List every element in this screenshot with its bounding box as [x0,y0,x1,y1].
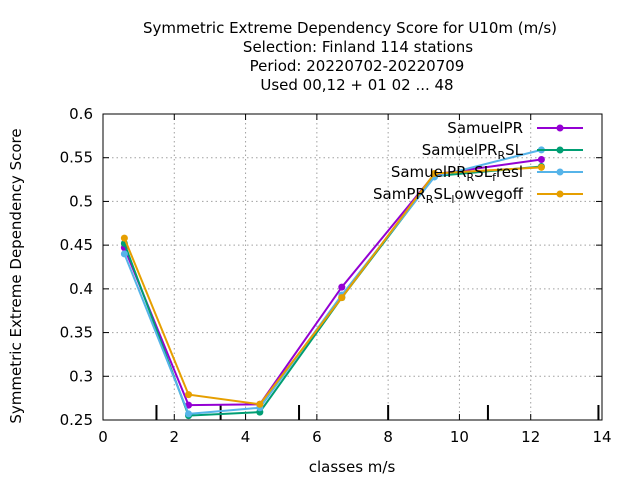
series-group [120,146,545,420]
legend: SamuelPRSamuelPRRSLSamuelPRRSLfreslSamPR… [373,119,583,206]
data-point [185,391,193,399]
series-4 [120,163,545,408]
title-line-2: Selection: Finland 114 stations [243,38,473,56]
title-line-4: Used 00,12 + 01 02 ... 48 [260,76,453,94]
data-point [120,234,128,242]
data-point [537,163,545,171]
x-tick-label: 12 [521,428,540,446]
legend-text: SamuelPR [447,119,523,137]
legend-subscript: R [467,171,475,184]
series-line [123,165,542,417]
legend-text: SamuelPR [391,163,467,181]
y-tick-label: 0.45 [60,236,93,254]
legend-swatch-marker [556,146,564,154]
legend-swatch-marker [556,190,564,198]
legend-text: resl [496,163,523,181]
legend-swatch-marker [556,168,564,176]
chart-title: Symmetric Extreme Dependency Score for U… [143,19,557,94]
x-axis-ticks: 0 2 4 6 8 10 12 14 [98,114,612,446]
data-point [338,283,346,291]
legend-text: SamuelPR [422,141,498,159]
data-point [537,155,545,163]
y-tick-label: 0.25 [60,411,93,429]
y-tick-label: 0.4 [69,280,93,298]
x-tick-label: 4 [241,428,251,446]
y-tick-label: 0.5 [69,192,93,210]
y-tick-label: 0.35 [60,324,93,342]
data-point [256,400,264,408]
plot-frame [102,113,603,421]
legend-swatch-marker [556,124,564,132]
y-tick-label: 0.55 [60,149,93,167]
series-line [123,166,542,406]
x-tick-label: 14 [592,428,611,446]
x-tick-label: 8 [383,428,393,446]
data-point [430,169,438,177]
legend-label-3: SamuelPRRSLfresl [391,163,523,184]
legend-subscript: l [451,193,454,206]
legend-subscript: f [492,171,497,184]
y-axis-ticks: 0.25 0.3 0.35 0.4 0.45 0.5 0.55 0.6 [60,105,602,429]
legend-text: SL [433,185,452,203]
title-line-1: Symmetric Extreme Dependency Score for U… [143,19,557,37]
data-point [338,294,346,302]
x-tick-label: 0 [98,428,108,446]
legend-text: SL [505,141,524,159]
grid [103,114,602,420]
class-bound-markers [155,405,600,420]
legend-text: SamPR [373,185,426,203]
data-point [185,410,193,418]
legend-text: SL [474,163,493,181]
y-axis-label: Symmetric Extreme Dependency Score [7,128,25,423]
legend-subscript: R [426,193,434,206]
legend-text: owvegoff [454,185,523,203]
data-point [120,250,128,258]
legend-subscript: R [497,149,505,162]
y-tick-label: 0.6 [69,105,93,123]
x-axis-label: classes m/s [309,458,396,476]
legend-label-2: SamuelPRRSL [422,141,524,162]
title-line-3: Period: 20220702-20220709 [250,57,465,75]
x-tick-label: 10 [450,428,469,446]
x-tick-label: 2 [170,428,180,446]
legend-label-4: SamPRRSLlowvegoff [373,185,524,206]
legend-label-1: SamuelPR [447,119,523,137]
y-tick-label: 0.3 [69,367,93,385]
x-tick-label: 6 [312,428,322,446]
